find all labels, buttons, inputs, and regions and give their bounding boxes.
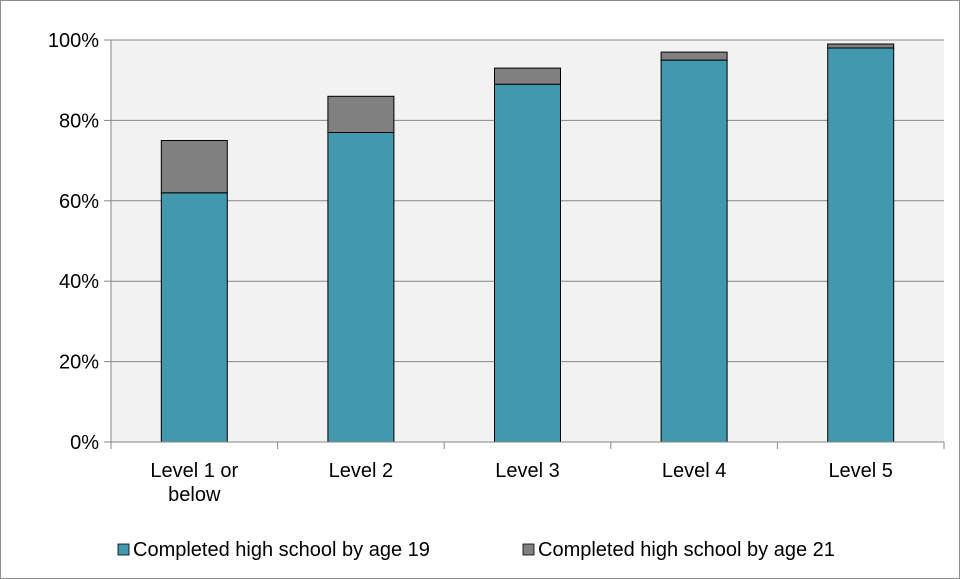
legend-swatch	[522, 543, 535, 556]
bar-age-21	[827, 43, 895, 49]
axes	[104, 39, 945, 449]
legend-swatch	[117, 543, 130, 556]
legend-label: Completed high school by age 21	[538, 539, 835, 561]
x-tick-label: Level 1 or below	[150, 460, 238, 506]
x-tick-label: Level 3	[495, 460, 560, 482]
y-tick-label: 80%	[59, 110, 99, 132]
legend-label: Completed high school by age 19	[133, 539, 430, 561]
bar-age-19	[660, 59, 728, 443]
legend: Completed high school by age 19 Completed…	[117, 539, 835, 561]
bar-age-21	[160, 140, 228, 194]
bar-age-19	[327, 132, 395, 443]
x-tick-label: Level 5	[828, 460, 893, 482]
y-tick-label: 20%	[59, 352, 99, 374]
y-tick-label: 40%	[59, 271, 99, 293]
y-tick-label: 100%	[48, 30, 99, 52]
bars	[160, 43, 895, 443]
x-tick-label: Level 2	[329, 460, 394, 482]
bar-age-19	[494, 83, 561, 443]
bar-age-21	[494, 67, 561, 85]
bar-age-21	[327, 95, 395, 134]
y-tick-labels: 0% 20% 40% 60% 80% 100%	[48, 30, 99, 454]
y-tick-label: 0%	[70, 432, 99, 454]
x-tick-label: Level 4	[662, 460, 727, 482]
bar-age-19	[827, 47, 895, 443]
y-tick-label: 60%	[59, 191, 99, 213]
bar-age-19	[160, 192, 228, 443]
x-tick-labels: Level 1 or below Level 2 Level 3 Level 4 Leve…	[150, 460, 893, 506]
bar-age-21	[660, 51, 728, 61]
